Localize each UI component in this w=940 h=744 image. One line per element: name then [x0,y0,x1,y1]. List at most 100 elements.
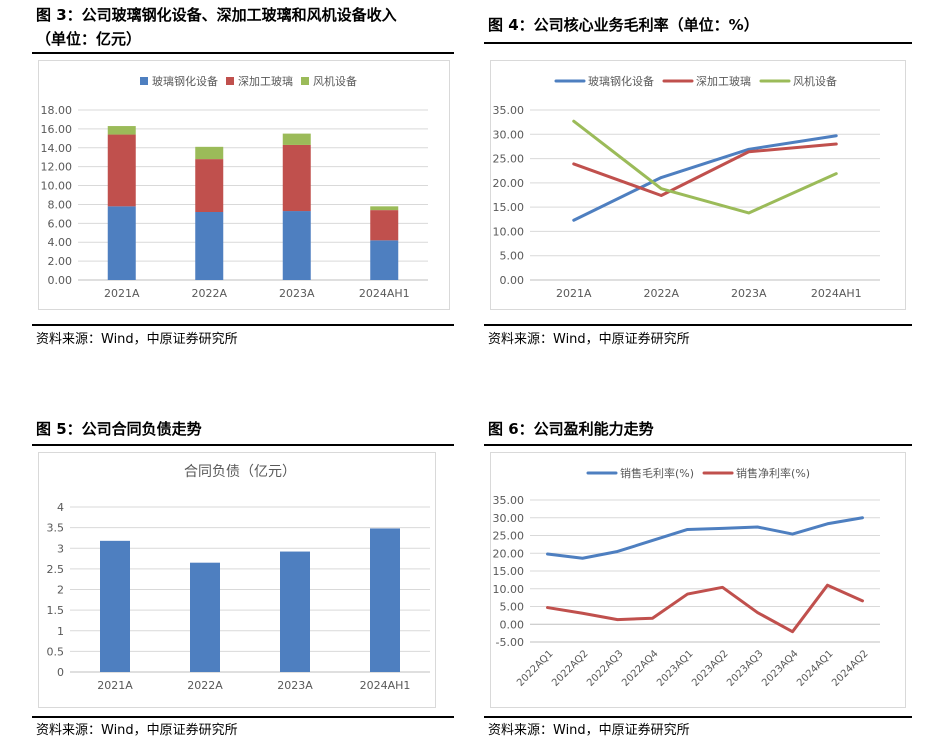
fig3-bar [107,126,136,135]
fig6-x-tick-label: 2023AQ1 [655,648,696,689]
fig6-x-tick-label: 2023AQ2 [690,648,731,689]
fig5-y-tick-label: 1 [57,625,64,638]
fig5-x-tick-label: 2021A [97,679,133,692]
fig6-y-tick-label: 35.00 [493,494,525,507]
fig5-y-tick-label: 2.5 [47,563,65,576]
fig3-x-tick-label: 2024AH1 [359,287,410,300]
figure-4-top-rule [484,42,912,44]
fig3-y-tick-label: 8.00 [48,198,73,211]
fig6-legend-label: 销售毛利率(%) [620,466,694,480]
fig5-y-tick-label: 3 [57,542,64,555]
figure-5-top-rule [32,444,454,446]
fig4-y-tick-label: 20.00 [493,177,525,190]
fig3-y-tick-label: 0.00 [48,274,73,287]
fig5-y-tick-label: 0 [57,666,64,679]
figure-3-title-line1: 图 3：公司玻璃钢化设备、深加工玻璃和风机设备收入 [36,6,397,24]
fig6-x-tick-label: 2024AQ1 [795,648,836,689]
fig3-y-tick-label: 12.00 [41,161,73,174]
fig6-y-tick-label: 0.00 [500,618,525,631]
fig4-y-tick-label: 0.00 [500,274,525,287]
fig4-y-tick-label: 15.00 [493,201,525,214]
fig3-y-tick-label: 2.00 [48,255,73,268]
fig6-series-line [546,583,864,634]
fig6-y-tick-label: -5.00 [496,636,524,649]
fig3-bar [107,134,136,207]
figure-6-chart-frame [490,452,906,708]
fig4-y-tick-label: 35.00 [493,104,525,117]
figure-5-bottom-rule [32,716,454,718]
fig4-series-line [572,119,838,215]
fig3-legend-label: 玻璃钢化设备 [152,74,218,88]
fig3-x-tick-label: 2023A [279,287,315,300]
fig3-bar [195,146,224,160]
figure-4-title: 图 4：公司核心业务毛利率（单位：%） [488,16,759,34]
figure-5-title: 图 5：公司合同负债走势 [36,420,202,438]
fig6-x-tick-label: 2022AQ2 [550,648,591,689]
fig3-legend-label: 风机设备 [313,74,357,88]
fig4-legend-label: 玻璃钢化设备 [588,74,654,88]
figure-5-chart-frame [38,452,436,708]
fig6-series-line [546,516,864,560]
fig3-bar [282,133,311,145]
fig6-x-tick-label: 2022AQ1 [515,648,556,689]
figure-6-top-rule [484,444,912,446]
fig6-y-tick-label: 10.00 [493,583,525,596]
fig4-x-tick-label: 2024AH1 [811,287,862,300]
fig6-x-tick-label: 2024AQ2 [830,648,871,689]
fig5-chart-title: 合同负债（亿元） [184,464,296,480]
fig4-series-line [572,142,838,197]
fig5-x-tick-label: 2024AH1 [360,679,411,692]
fig5-x-tick-label: 2022A [187,679,223,692]
fig3-x-tick-label: 2021A [104,287,140,300]
figure-4-bottom-rule [484,324,912,326]
fig3-y-tick-label: 4.00 [48,236,73,249]
fig6-y-tick-label: 30.00 [493,512,525,525]
fig3-bar [195,159,224,212]
fig5-x-tick-label: 2023A [277,679,313,692]
figure-6-source: 资料来源：Wind，中原证券研究所 [488,723,690,738]
fig3-bar [370,240,399,280]
fig6-x-tick-label: 2023AQ3 [725,648,766,689]
fig3-bar [282,144,311,212]
fig3-y-tick-label: 10.00 [41,180,73,193]
fig4-legend-label: 深加工玻璃 [696,74,751,88]
fig4-y-tick-label: 5.00 [500,250,525,263]
fig3-x-tick-label: 2022A [191,287,227,300]
fig3-y-tick-label: 18.00 [41,104,73,117]
fig3-y-tick-label: 6.00 [48,217,73,230]
fig3-bar [282,211,311,280]
fig6-y-tick-label: 20.00 [493,547,525,560]
fig3-y-tick-label: 16.00 [41,123,73,136]
fig3-bar [195,212,224,280]
fig5-bar [100,540,130,672]
fig3-bar [370,210,399,241]
fig4-y-tick-label: 30.00 [493,128,525,141]
figure-3-source: 资料来源：Wind，中原证券研究所 [36,332,238,347]
figure-3-bottom-rule [32,324,454,326]
fig6-y-tick-label: 5.00 [500,601,525,614]
fig4-y-tick-label: 10.00 [493,225,525,238]
fig4-x-tick-label: 2023A [731,287,767,300]
fig6-legend-label: 销售净利率(%) [736,466,810,480]
fig4-x-tick-label: 2022A [643,287,679,300]
fig6-x-tick-label: 2023AQ4 [760,648,801,689]
fig6-x-tick-label: 2022AQ3 [585,648,626,689]
figure-3-title-line2: （单位：亿元） [36,30,142,48]
fig6-y-tick-label: 25.00 [493,530,525,543]
fig5-y-tick-label: 1.5 [47,604,65,617]
fig3-bar [370,206,399,211]
fig3-legend-swatch [301,77,309,85]
fig5-y-tick-label: 3.5 [47,522,65,535]
fig6-y-tick-label: 15.00 [493,565,525,578]
fig6-x-tick-label: 2022AQ4 [620,648,661,689]
fig5-y-tick-label: 0.5 [47,645,65,658]
fig4-series-line [572,134,838,222]
figure-4-source: 资料来源：Wind，中原证券研究所 [488,332,690,347]
fig3-legend-swatch [140,77,148,85]
fig4-legend-label: 风机设备 [793,74,837,88]
figure-6-bottom-rule [484,716,912,718]
